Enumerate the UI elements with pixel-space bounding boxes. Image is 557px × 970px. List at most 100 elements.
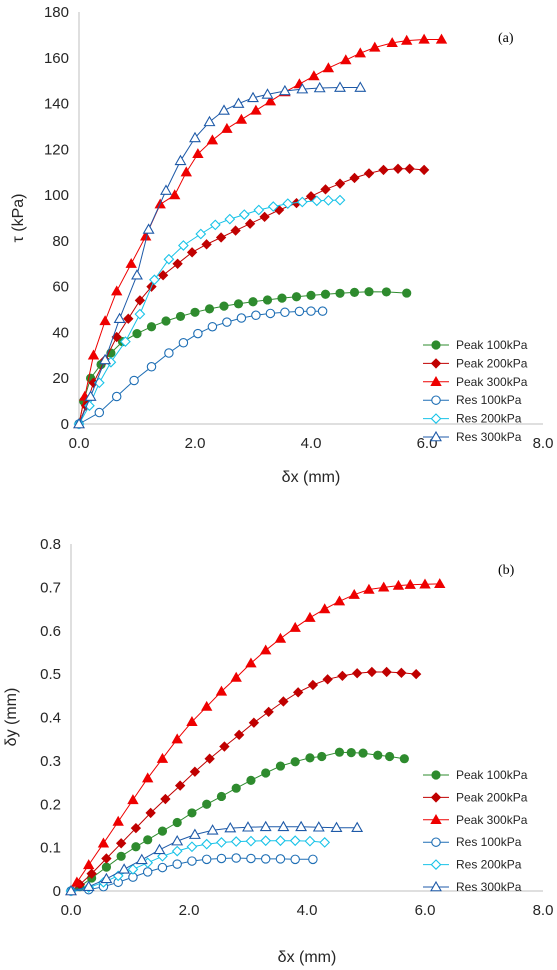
data-point	[330, 821, 343, 832]
data-point	[156, 752, 169, 763]
data-point	[216, 791, 227, 802]
data-point	[216, 837, 227, 848]
data-point	[354, 81, 367, 92]
data-point	[216, 853, 227, 864]
data-point	[404, 163, 415, 174]
data-point	[172, 817, 182, 828]
data-point	[175, 311, 186, 322]
data-point	[384, 751, 395, 762]
y-tick-label: 120	[44, 141, 69, 158]
y-tick-label: 40	[52, 324, 69, 341]
data-point	[418, 33, 430, 44]
data-point	[146, 322, 157, 332]
data-point	[189, 131, 201, 143]
data-point	[218, 104, 230, 115]
data-point	[157, 826, 168, 836]
data-point	[312, 821, 325, 832]
data-point	[169, 189, 181, 200]
data-point	[100, 872, 113, 884]
data-point	[351, 821, 364, 832]
data-point	[245, 657, 257, 668]
data-point	[396, 667, 407, 678]
data-point	[187, 808, 197, 818]
series-layer	[65, 578, 446, 897]
y-tick-label: 60	[52, 279, 69, 296]
data-point	[373, 750, 383, 760]
data-point	[323, 194, 334, 206]
data-point	[160, 184, 172, 195]
data-point	[260, 835, 272, 847]
legend-marker	[430, 358, 442, 369]
data-point	[317, 751, 327, 762]
data-point	[201, 239, 212, 250]
data-point	[111, 285, 123, 296]
data-point	[219, 741, 230, 752]
data-point	[340, 54, 352, 65]
data-point	[251, 310, 261, 321]
data-point	[65, 884, 77, 896]
legend-marker	[430, 813, 442, 824]
data-point	[101, 853, 112, 864]
y-tick-labels: 0 0.1 0.2 0.3 0.4 0.5 0.6 0.7 0.8	[40, 536, 61, 900]
data-point	[163, 253, 175, 265]
panel-label: (a)	[498, 31, 514, 46]
legend-item: Peak 200kPa	[423, 790, 528, 804]
legend-label: Res 200kPa	[456, 412, 522, 426]
data-point	[84, 390, 97, 401]
data-point	[307, 679, 319, 691]
data-point	[392, 163, 404, 174]
data-point	[187, 856, 197, 866]
data-point	[233, 729, 245, 741]
data-point	[319, 603, 331, 614]
data-point	[335, 288, 345, 298]
data-point	[351, 668, 363, 679]
data-point	[230, 836, 242, 847]
x-axis-label: δx (mm)	[282, 469, 341, 486]
data-point	[265, 308, 276, 319]
data-point	[130, 822, 142, 834]
legend-label: Res 300kPa	[456, 430, 522, 444]
legend-label: Peak 300kPa	[456, 375, 528, 389]
data-point	[311, 195, 323, 207]
x-axis-label: δx (mm)	[278, 949, 337, 966]
data-point	[120, 336, 131, 347]
data-point	[188, 828, 201, 839]
data-point	[259, 820, 272, 832]
data-point	[277, 820, 290, 832]
data-point	[294, 306, 305, 317]
data-point	[282, 198, 294, 209]
data-point	[231, 783, 241, 793]
data-point	[186, 716, 198, 726]
data-point	[143, 835, 153, 845]
data-point	[296, 196, 308, 208]
data-point	[215, 232, 227, 243]
data-point	[246, 775, 256, 785]
data-point	[364, 287, 374, 297]
data-point	[242, 821, 254, 832]
data-point	[399, 754, 409, 764]
y-tick-label: 0.8	[40, 536, 61, 553]
data-point	[296, 83, 309, 94]
x-tick-label: 0.0	[61, 902, 82, 919]
data-point	[164, 348, 174, 358]
y-tick-label: 0.4	[40, 710, 61, 727]
y-tick-label: 0	[53, 883, 61, 900]
legend-item: Peak 100kPa	[423, 338, 528, 352]
data-point	[295, 820, 308, 832]
data-point	[201, 700, 213, 711]
data-point	[186, 247, 198, 258]
data-point	[142, 772, 154, 783]
data-point	[231, 853, 241, 863]
data-point	[244, 218, 256, 229]
legend-label: Peak 200kPa	[456, 790, 528, 804]
data-point	[392, 579, 405, 590]
data-point	[202, 799, 212, 809]
data-point	[127, 794, 139, 805]
legend-label: Peak 200kPa	[456, 356, 528, 370]
data-point	[83, 859, 95, 870]
series-peak-300kpa	[65, 578, 446, 896]
y-axis-label: δy (mm)	[3, 688, 20, 747]
data-point	[320, 289, 331, 299]
